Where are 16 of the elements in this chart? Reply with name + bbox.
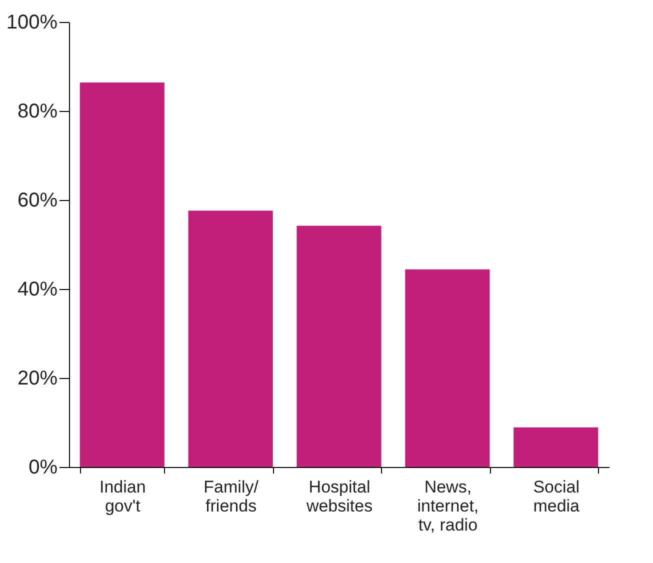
y-tick-label: 40% — [17, 278, 58, 300]
bar — [80, 82, 164, 467]
bar — [296, 226, 382, 467]
x-tick-label: Hospital websites — [305, 478, 373, 516]
y-tick-label: 100% — [6, 12, 58, 34]
x-tick-label: News, internet, tv, radio — [417, 478, 479, 534]
y-tick-label: 80% — [17, 100, 58, 122]
bar — [188, 210, 273, 467]
bar — [514, 427, 598, 467]
bar — [405, 269, 490, 467]
x-tick-label: Social media — [533, 478, 580, 516]
y-tick-label: 20% — [17, 368, 58, 390]
x-tick-label: Family/ friends — [204, 478, 259, 516]
y-tick-label: 0% — [28, 456, 58, 478]
y-tick-label: 60% — [17, 190, 58, 212]
x-tick-label: Indian gov't — [99, 478, 146, 516]
